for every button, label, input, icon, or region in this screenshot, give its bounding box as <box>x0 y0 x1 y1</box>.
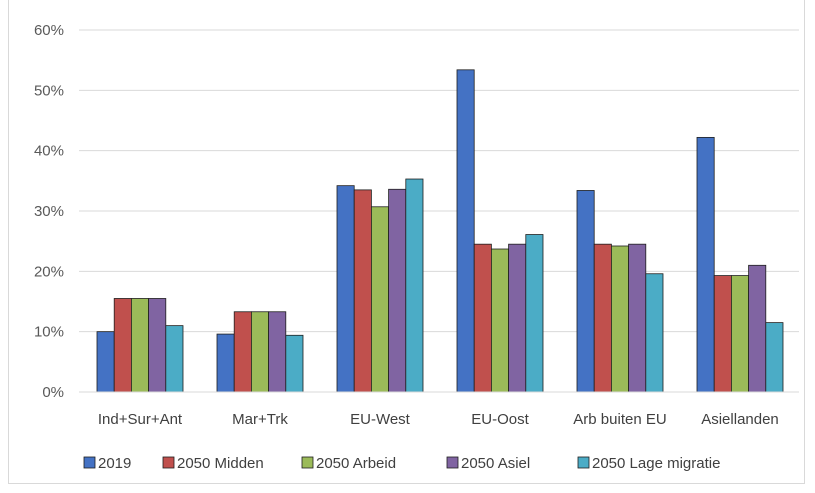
bar-group <box>576 190 664 393</box>
legend-label: 2019 <box>98 455 131 472</box>
bar <box>645 273 664 393</box>
bar <box>611 245 630 393</box>
bar <box>748 264 767 393</box>
bar <box>525 234 544 393</box>
y-axis-ticks: 0% 10% 20% 30% 40% 50% 60% <box>34 22 64 401</box>
y-tick-label: 10% <box>34 324 64 341</box>
legend-label: 2050 Midden <box>177 455 264 472</box>
legend-item: 2050 Arbeid <box>301 455 396 472</box>
x-tick-label: Ind+Sur+Ant <box>98 411 183 428</box>
bar <box>696 136 715 393</box>
legend-swatch <box>301 456 314 469</box>
x-tick-label: Arb buiten EU <box>573 411 666 428</box>
legend-label: 2050 Asiel <box>461 455 530 472</box>
y-tick-label: 40% <box>34 143 64 160</box>
bar <box>148 298 167 393</box>
bars <box>96 69 784 393</box>
y-tick-label: 50% <box>34 82 64 99</box>
y-tick-label: 60% <box>34 22 64 39</box>
bar <box>113 298 132 393</box>
bar <box>593 243 612 393</box>
y-tick-label: 0% <box>42 384 64 401</box>
legend-swatch <box>162 456 175 469</box>
bar <box>388 188 407 393</box>
bar <box>96 331 115 393</box>
bar <box>130 298 149 393</box>
bar <box>165 325 184 393</box>
bar <box>370 206 389 393</box>
bar <box>713 275 732 393</box>
legend-swatch <box>446 456 459 469</box>
bar <box>353 189 372 393</box>
legend-item: 2050 Lage migratie <box>577 455 720 472</box>
bar-group <box>696 136 784 393</box>
legend-swatch <box>577 456 590 469</box>
legend: 2019 2050 Midden 2050 Arbeid 2050 Asiel 2050… <box>83 455 720 472</box>
bar <box>765 322 784 393</box>
bar-group <box>456 69 544 393</box>
legend-swatch <box>83 456 96 469</box>
x-tick-label: Asiellanden <box>701 411 779 428</box>
x-tick-label: Mar+Trk <box>232 411 288 428</box>
legend-item: 2019 <box>83 455 131 472</box>
gridlines <box>79 29 799 333</box>
bar <box>268 311 287 393</box>
bar-group <box>336 178 424 393</box>
x-axis-labels: Ind+Sur+Ant Mar+Trk EU-West EU-Oost Arb buit… <box>98 411 779 428</box>
bar <box>508 243 527 393</box>
bar-group <box>216 311 304 393</box>
legend-label: 2050 Lage migratie <box>592 455 720 472</box>
bar <box>490 248 509 393</box>
bar <box>473 243 492 393</box>
bar <box>250 311 269 393</box>
bar <box>731 275 750 393</box>
x-tick-label: EU-West <box>350 411 411 428</box>
bar <box>628 243 647 393</box>
bar <box>285 334 304 393</box>
x-tick-label: EU-Oost <box>471 411 529 428</box>
bar <box>456 69 475 393</box>
bar <box>336 185 355 393</box>
y-tick-label: 30% <box>34 203 64 220</box>
bar <box>405 178 424 393</box>
bar <box>216 333 235 393</box>
legend-item: 2050 Asiel <box>446 455 530 472</box>
legend-label: 2050 Arbeid <box>316 455 396 472</box>
bar <box>233 311 252 393</box>
y-tick-label: 20% <box>34 263 64 280</box>
bar <box>576 190 595 393</box>
bar-group <box>96 298 184 393</box>
legend-item: 2050 Midden <box>162 455 264 472</box>
